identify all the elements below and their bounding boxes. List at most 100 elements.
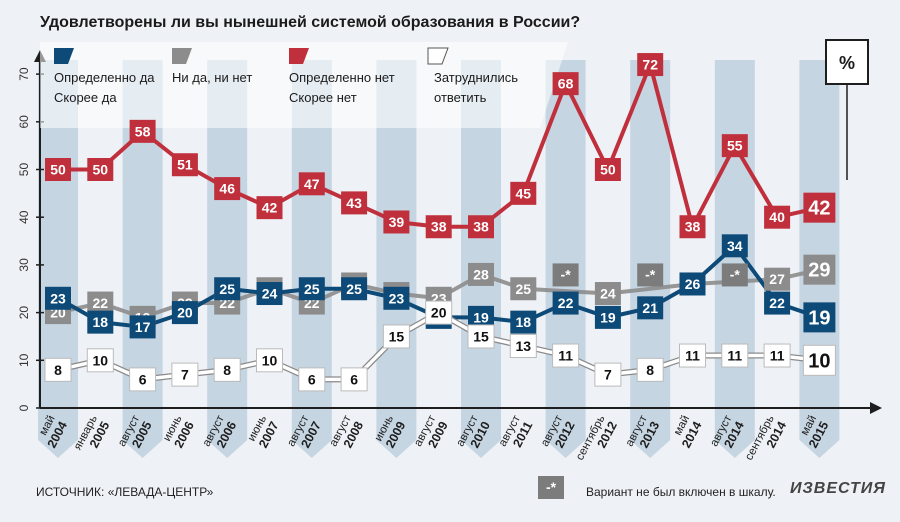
data-marker [256,282,283,306]
data-label: 28 [473,266,489,282]
data-marker [129,367,157,392]
data-label: 68 [558,76,574,92]
data-label: 13 [516,338,532,354]
data-marker [425,215,452,239]
legend-label: Скорее да [54,90,117,105]
legend-label: Скорее нет [289,90,357,105]
data-marker [45,158,71,181]
data-marker [87,310,114,334]
legend-label: Определенно да [54,70,155,85]
data-marker [129,119,156,143]
data-marker [802,344,836,376]
data-marker [86,348,114,373]
na-marker-label: -* [730,266,741,282]
brand-logo: ИЗВЕСТИЯ [790,480,886,497]
data-label: 58 [135,123,151,139]
data-marker [129,315,156,339]
legend-label: Определенно нет [289,70,395,85]
data-label: 22 [769,295,785,311]
data-marker [594,282,621,306]
legend-swatch [427,47,449,65]
data-label: 25 [346,281,362,297]
data-label: 39 [389,214,405,230]
data-marker [256,196,283,220]
na-marker [552,263,579,287]
data-marker [637,296,664,320]
data-label: 50 [93,162,109,178]
data-label: 43 [346,195,362,211]
data-label: 47 [304,176,320,192]
data-marker [341,277,368,301]
data-label: 7 [181,367,189,383]
data-label: 20 [431,305,447,321]
data-label: 19 [600,309,616,325]
data-marker [764,291,791,315]
data-marker [298,277,325,301]
data-label: 25 [219,281,235,297]
legend-label: Ни да, ни нет [172,70,252,85]
data-marker [468,262,494,286]
data-label: 8 [223,362,231,378]
data-label: 7 [604,367,612,383]
data-label: 25 [516,281,532,297]
data-marker [803,254,836,285]
legend-label: ответить [434,90,487,105]
data-marker [213,357,241,382]
legend-swatch [54,48,74,64]
data-label: 23 [389,290,405,306]
data-marker [425,300,453,325]
data-marker [87,291,114,315]
source-caption: ИСТОЧНИК: «ЛЕВАДА-ЦЕНТР» [36,485,214,499]
data-marker [467,324,495,349]
data-marker [721,134,748,158]
data-marker [679,343,706,368]
data-label: 6 [350,371,358,387]
na-marker [637,263,664,287]
data-marker [468,305,494,329]
data-marker [341,191,368,215]
band-column [291,60,332,458]
data-label: 8 [646,362,654,378]
data-label: 19 [808,307,830,329]
data-label: 18 [516,314,532,330]
data-label: 46 [219,181,235,197]
data-label: 24 [262,286,278,302]
na-marker-label: -* [561,266,572,282]
data-label: 10 [808,350,830,372]
data-marker [383,210,410,234]
data-marker [721,343,749,368]
chart-title: Удовлетворены ли вы нынешней системой об… [40,14,581,31]
data-marker [510,310,537,334]
series-line [57,267,820,320]
data-marker [552,72,579,96]
data-marker [383,286,410,310]
data-marker [764,267,791,291]
data-marker [510,181,537,205]
y-tick-label: 60 [17,115,31,129]
data-label: 24 [600,286,616,302]
data-marker [594,158,621,181]
x-axis-arrow [870,402,882,414]
data-marker [382,324,410,349]
data-label: 22 [558,295,574,311]
data-label: 50 [600,162,616,178]
data-marker [510,277,537,301]
data-label: 38 [473,219,489,235]
data-marker [298,367,326,392]
unit-label: % [839,53,855,73]
data-label: 42 [262,200,278,216]
data-label: 55 [727,138,743,154]
y-tick-label: 40 [17,210,31,224]
data-label: 18 [93,314,109,330]
na-marker [721,263,748,287]
data-marker [803,302,836,333]
band-column [122,60,163,458]
data-marker [594,362,622,387]
legend-label: Затруднились [434,70,518,85]
